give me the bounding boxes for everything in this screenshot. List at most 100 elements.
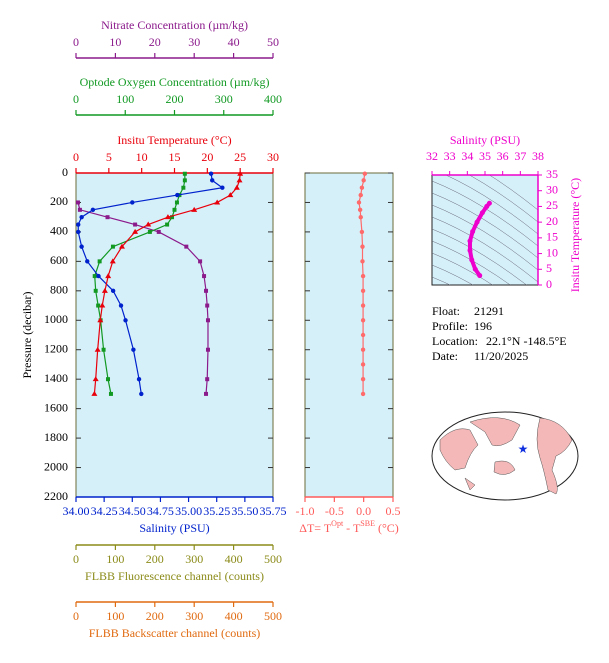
isopycnal xyxy=(432,180,538,247)
y-tick-label: 1800 xyxy=(44,430,68,444)
data-point xyxy=(357,207,363,213)
data-point xyxy=(97,259,102,264)
x-tick-label: 35 xyxy=(479,149,491,163)
data-point xyxy=(132,228,139,234)
data-point xyxy=(123,318,128,323)
data-point xyxy=(220,185,225,190)
data-point xyxy=(204,288,209,293)
data-point xyxy=(105,215,110,220)
x-tick-label: 5 xyxy=(106,150,112,164)
data-point xyxy=(181,185,186,190)
data-point xyxy=(145,221,152,227)
x-tick-label: 300 xyxy=(185,609,203,623)
x-tick-label: 400 xyxy=(264,92,282,106)
x-tick-label: 35.50 xyxy=(231,504,258,518)
info-value: 22.1°N -148.5°E xyxy=(486,334,567,348)
x-tick-label: -0.5 xyxy=(325,504,344,518)
data-point xyxy=(136,376,142,382)
land xyxy=(536,417,573,495)
profile-line xyxy=(77,202,209,394)
x-tick-label: 35.75 xyxy=(260,504,287,518)
y-tick-label: 15 xyxy=(546,230,558,244)
y-tick-label: 35 xyxy=(546,167,558,181)
data-point xyxy=(118,243,125,249)
data-point xyxy=(172,207,177,212)
axis-title-part: ΔT= T xyxy=(299,521,332,535)
x-tick-label: 0 xyxy=(73,609,79,623)
data-point xyxy=(139,391,144,397)
data-point xyxy=(360,259,365,264)
axis-title: Nitrate Concentration (µm/kg) xyxy=(101,18,248,32)
data-point xyxy=(360,244,365,249)
x-tick-label: 400 xyxy=(225,609,243,623)
data-point xyxy=(91,390,98,396)
x-tick-label: 10 xyxy=(109,35,121,49)
axis-title: FLBB Backscatter channel (counts) xyxy=(89,626,261,640)
isopycnal xyxy=(432,204,538,271)
data-point xyxy=(469,257,475,263)
y-axis-title: Pressure (decibar) xyxy=(20,292,34,379)
axis-title: Insitu Temperature (°C) xyxy=(117,133,231,147)
data-point xyxy=(214,199,221,205)
data-point xyxy=(467,238,473,244)
y-tick-label: 1000 xyxy=(44,312,68,326)
data-point xyxy=(105,273,112,279)
y-tick-label: 600 xyxy=(50,253,68,267)
data-point xyxy=(360,347,366,352)
data-point xyxy=(204,391,209,396)
x-tick-label: 200 xyxy=(146,609,164,623)
data-point xyxy=(360,288,366,294)
data-point xyxy=(110,244,115,249)
data-point xyxy=(360,318,366,323)
data-point xyxy=(92,274,97,279)
data-point xyxy=(477,273,483,279)
y-tick-label: 800 xyxy=(50,283,68,297)
x-tick-label: 34 xyxy=(461,149,473,163)
land xyxy=(493,460,516,475)
data-point xyxy=(182,171,187,176)
data-point xyxy=(472,266,478,272)
x-tick-label: 0 xyxy=(73,35,79,49)
data-point xyxy=(205,377,210,382)
data-point xyxy=(237,170,244,176)
data-point xyxy=(184,244,189,249)
data-point xyxy=(118,303,124,308)
data-point xyxy=(156,229,161,234)
x-tick-label: 33 xyxy=(444,149,456,163)
data-point xyxy=(198,259,203,264)
data-point xyxy=(360,362,366,367)
data-point xyxy=(165,222,170,227)
x-tick-label: 100 xyxy=(106,552,124,566)
y-tick-label: 5 xyxy=(546,261,552,275)
x-tick-label: 20 xyxy=(149,35,161,49)
isopycnal xyxy=(445,175,538,235)
info-value: 196 xyxy=(474,319,492,333)
data-point xyxy=(479,210,485,216)
isopycnal xyxy=(432,192,538,259)
data-point xyxy=(358,214,363,220)
data-point xyxy=(76,229,81,235)
data-point xyxy=(108,391,113,396)
data-point xyxy=(96,303,101,308)
data-point xyxy=(164,214,171,220)
x-tick-label: -1.0 xyxy=(296,504,315,518)
axis-title-part: SBE xyxy=(360,519,375,528)
data-point xyxy=(76,222,81,227)
profile-line xyxy=(77,173,224,394)
info-value: 21291 xyxy=(474,304,504,318)
x-tick-label: 200 xyxy=(166,92,184,106)
data-point xyxy=(174,200,179,205)
axis-title: Salinity (PSU) xyxy=(139,521,209,535)
data-point xyxy=(182,178,187,183)
data-point xyxy=(93,288,98,293)
axis-title-part: (°C) xyxy=(375,521,399,535)
y-tick-label: 400 xyxy=(50,224,68,238)
data-point xyxy=(130,200,135,205)
data-point xyxy=(205,347,210,352)
data-point xyxy=(133,222,138,227)
data-point xyxy=(99,302,106,308)
isopycnal xyxy=(432,228,527,285)
y-tick-label: 0 xyxy=(62,165,68,179)
data-point xyxy=(474,219,480,225)
